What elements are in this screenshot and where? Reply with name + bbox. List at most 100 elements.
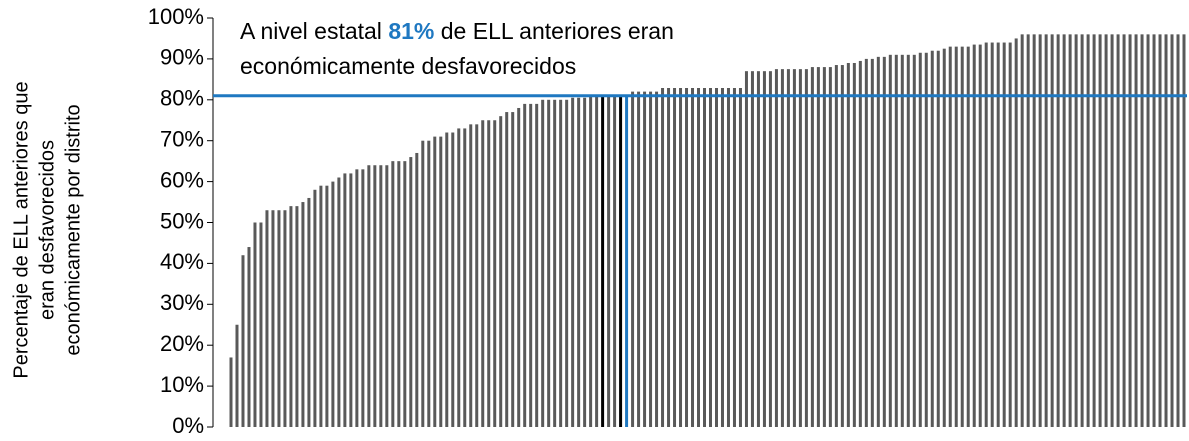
bar [906, 54, 910, 428]
y-tick-label: 50% [160, 208, 204, 233]
bar [786, 69, 790, 427]
bar [936, 50, 940, 427]
bar [1044, 34, 1048, 428]
bar [403, 161, 407, 427]
y-tick-label: 20% [160, 331, 204, 356]
bar [996, 42, 1000, 427]
bar [1110, 34, 1114, 428]
bar [780, 69, 784, 427]
y-tick-label: 70% [160, 127, 204, 152]
bar [277, 210, 281, 427]
bar [738, 71, 742, 428]
bar [822, 67, 826, 427]
bar [649, 91, 653, 428]
bar [655, 91, 659, 428]
bar [331, 181, 335, 427]
bar [1134, 34, 1138, 428]
bar [876, 56, 880, 427]
bar [1002, 42, 1006, 427]
bar [1080, 34, 1084, 428]
bar [870, 58, 874, 428]
annotation-bg [232, 16, 742, 88]
y-label-line: eran desfavorecidos [36, 140, 58, 320]
bar [667, 87, 671, 427]
bar [774, 69, 778, 427]
bar [1068, 34, 1072, 428]
bar [439, 136, 443, 428]
bar [595, 95, 599, 428]
bar [469, 124, 473, 427]
annotation: A nivel estatal 81% de ELL anteriores er… [232, 16, 742, 88]
bar [523, 103, 527, 427]
y-tick-label: 60% [160, 167, 204, 192]
bar [433, 136, 437, 428]
bar [589, 95, 593, 428]
bar [271, 210, 275, 427]
bar [756, 71, 760, 428]
bar [1014, 38, 1018, 427]
bar [229, 357, 233, 427]
bar [708, 75, 712, 427]
bar [1146, 34, 1150, 428]
bar [445, 132, 449, 427]
bar [397, 161, 401, 427]
bar [643, 91, 647, 428]
bar [1086, 34, 1090, 428]
bar [1050, 34, 1054, 428]
bar [882, 56, 886, 427]
y-tick-label: 100% [148, 4, 204, 29]
bar [1062, 34, 1066, 428]
bar [415, 152, 419, 427]
bar [421, 140, 425, 427]
bar [1122, 34, 1126, 428]
bar [894, 54, 898, 428]
bar [942, 48, 946, 428]
bar [373, 165, 377, 428]
annotation-text: A nivel estatal 81% de ELL anteriores er… [240, 18, 674, 44]
bar [679, 87, 683, 427]
bar [972, 44, 976, 428]
bar [259, 222, 263, 427]
y-tick-label: 90% [160, 45, 204, 70]
bar [1140, 34, 1144, 428]
y-tick-label: 30% [160, 290, 204, 315]
bar [864, 58, 868, 428]
bar [1020, 34, 1024, 428]
bar [493, 120, 497, 427]
y-axis-label: Percentaje de ELL anteriores que eran de… [10, 81, 84, 378]
bar [673, 87, 677, 427]
bar [325, 185, 329, 427]
bar [1092, 34, 1096, 428]
bar [691, 77, 695, 428]
bar [816, 67, 820, 427]
bar [529, 103, 533, 427]
bar [451, 132, 455, 427]
bar [990, 42, 994, 427]
bar [924, 52, 928, 427]
bar [355, 169, 359, 427]
y-tick-label: 40% [160, 249, 204, 274]
bar [1116, 34, 1120, 428]
bar [726, 73, 730, 427]
bar [577, 97, 581, 427]
bar [295, 206, 299, 427]
bar [361, 169, 365, 427]
bar [720, 73, 724, 427]
bar [337, 177, 341, 427]
bar [235, 324, 239, 427]
y-label-line: Percentaje de ELL anteriores que [10, 81, 32, 378]
bar [475, 124, 479, 427]
bar [1170, 34, 1174, 428]
bar [768, 71, 772, 428]
bar [367, 165, 371, 428]
bars [229, 34, 1186, 428]
bar [750, 71, 754, 428]
bar [511, 112, 515, 427]
bar [1008, 42, 1012, 427]
bar [888, 54, 892, 428]
bar [487, 120, 491, 427]
bar [631, 91, 635, 428]
bar [571, 97, 575, 427]
bar [553, 99, 557, 428]
